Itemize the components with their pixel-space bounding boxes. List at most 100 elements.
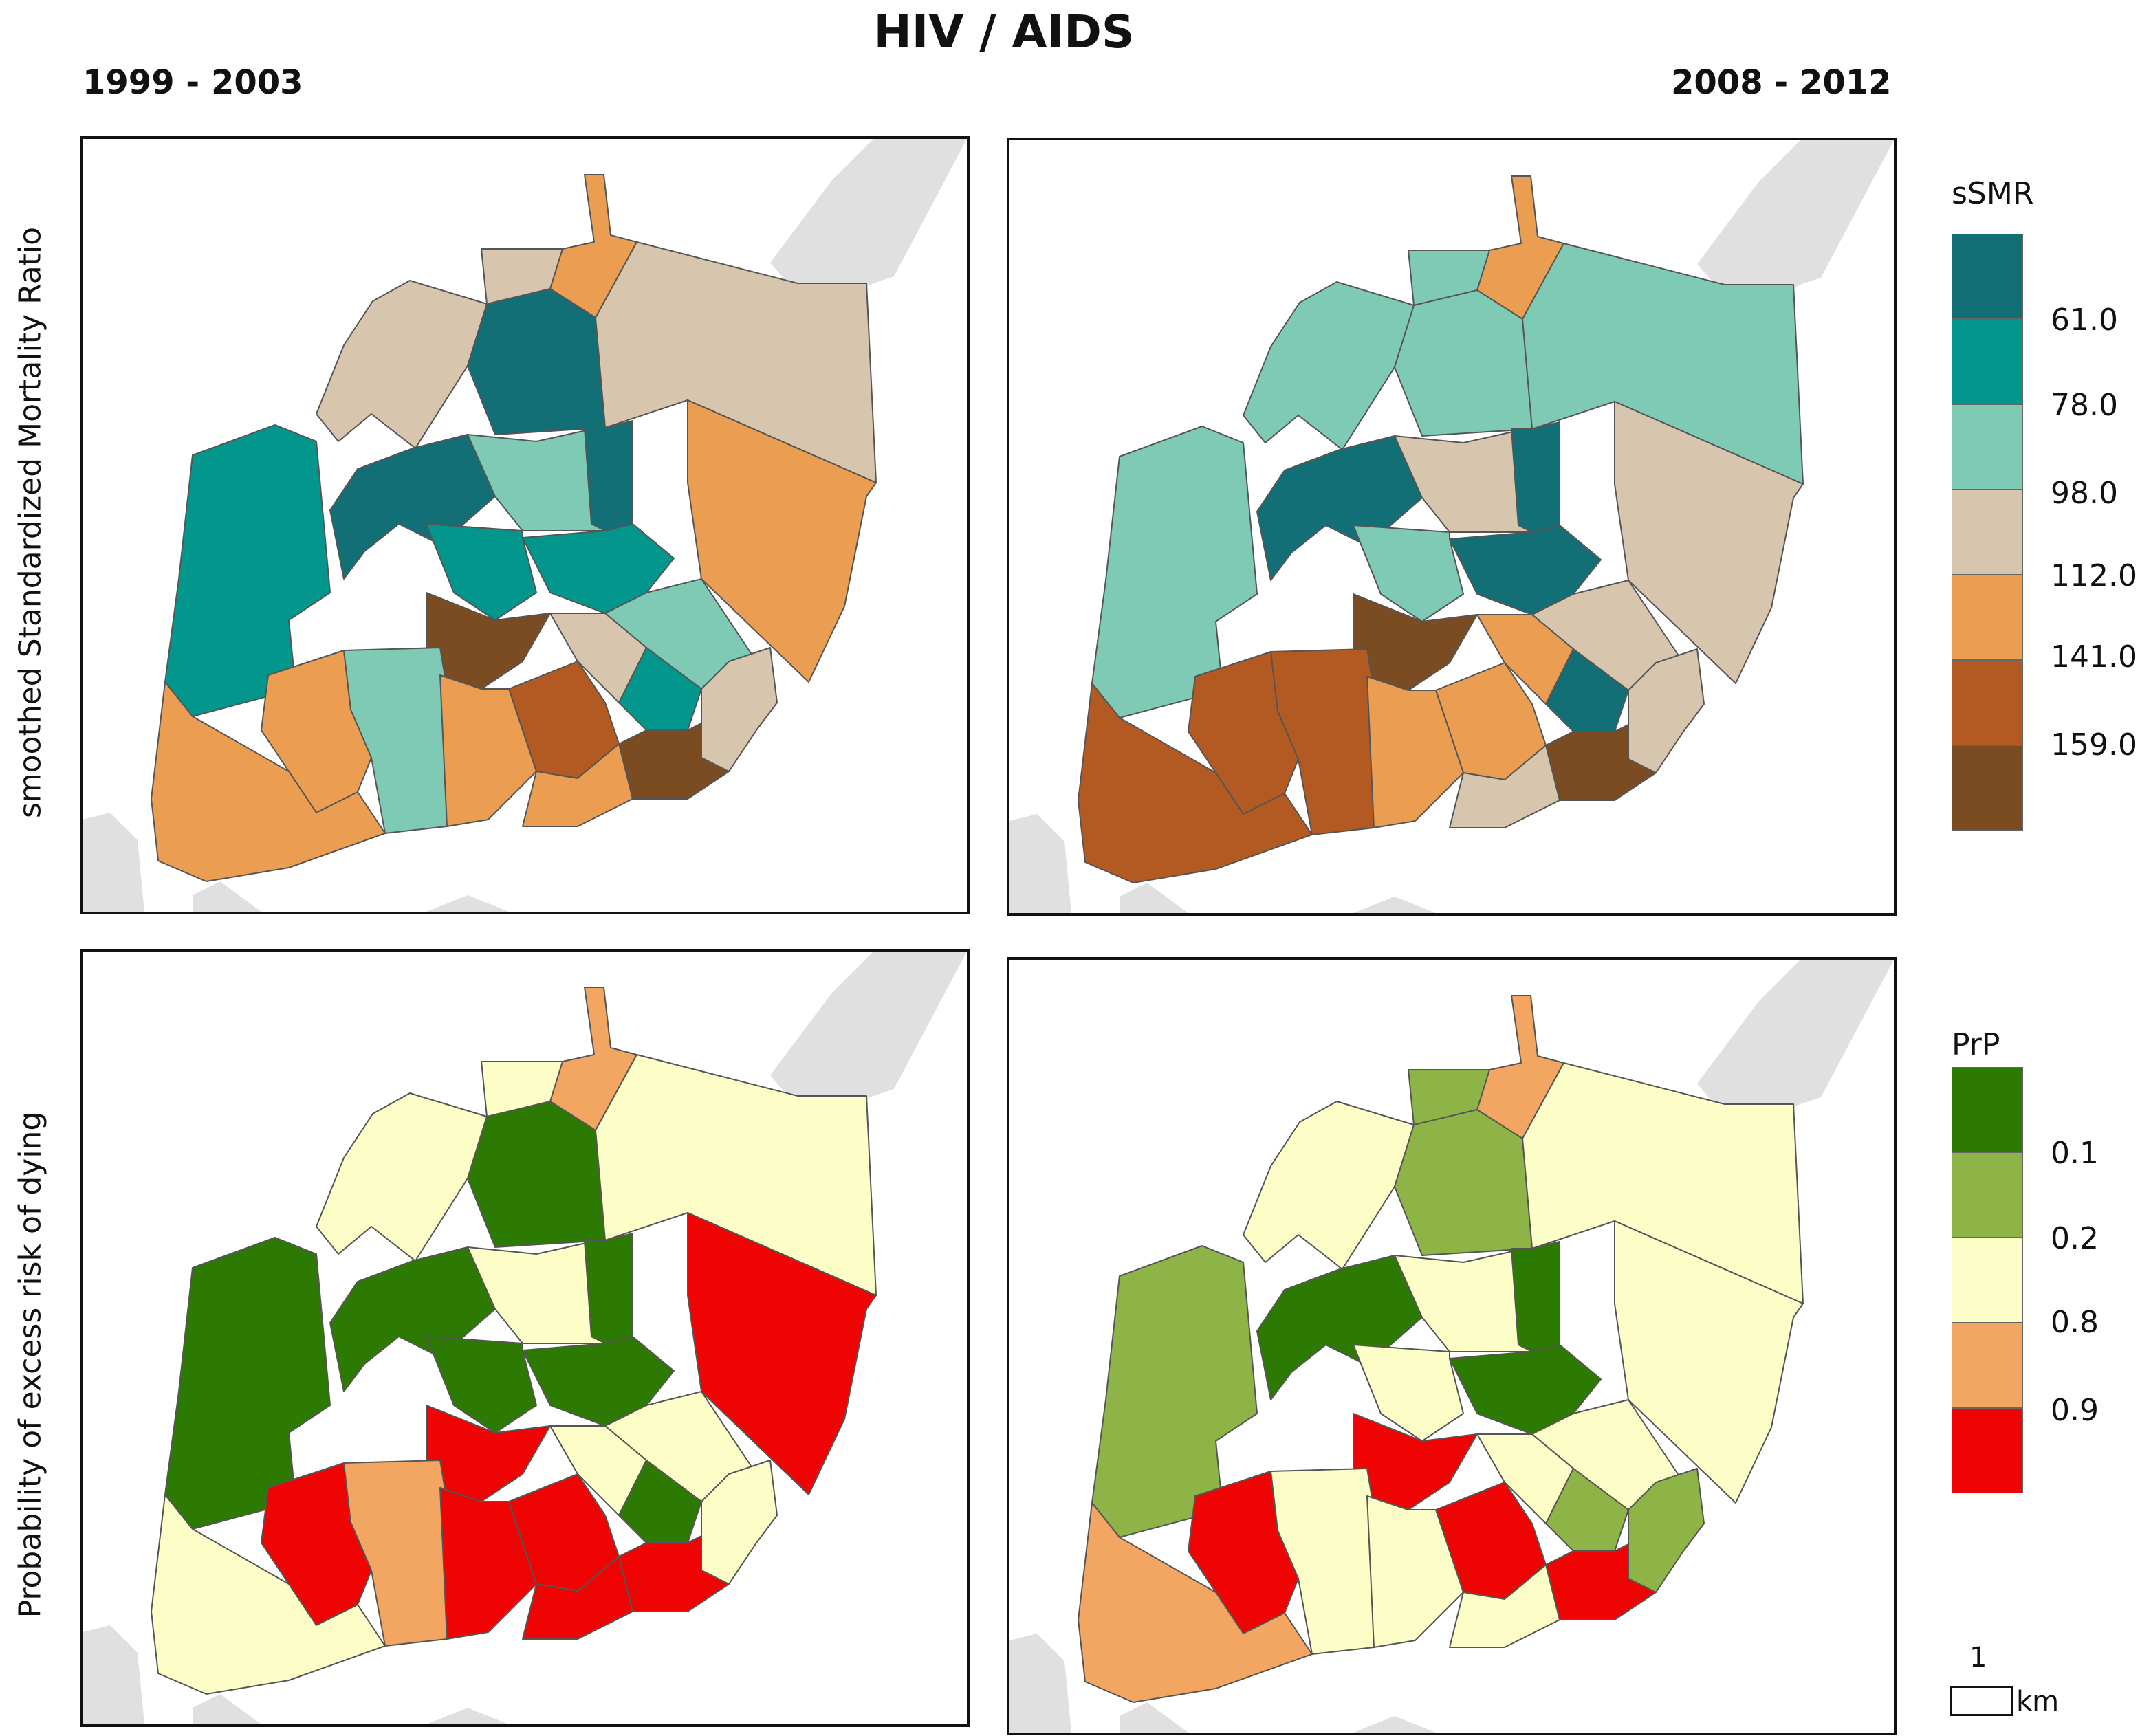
map-ssmr-2008-2012 bbox=[1009, 140, 1894, 913]
parish-region bbox=[316, 280, 488, 449]
parish-region bbox=[1243, 281, 1415, 450]
legend-prp-tick: 0.9 bbox=[2051, 1393, 2099, 1428]
parish-region bbox=[522, 1336, 675, 1427]
period-left-label: 1999 - 2003 bbox=[83, 63, 303, 102]
parish-region bbox=[1449, 525, 1602, 615]
legend-ssmr-swatch-3 bbox=[1952, 404, 2023, 490]
parish-region bbox=[1256, 435, 1423, 581]
parish-region bbox=[1353, 525, 1464, 622]
parish-region bbox=[1511, 421, 1560, 540]
parish-region bbox=[1366, 676, 1464, 828]
legend-ssmr-tick: 98.0 bbox=[2051, 476, 2118, 511]
map-ssmr-1999-2003 bbox=[83, 139, 967, 912]
parish-region bbox=[1628, 648, 1705, 773]
land-mass bbox=[770, 139, 967, 311]
parish-region bbox=[1449, 1344, 1602, 1435]
parish-region bbox=[329, 434, 496, 580]
legend-prp-swatch-3 bbox=[1952, 1238, 2023, 1323]
parish-region bbox=[1545, 648, 1629, 732]
scale-bar-unit: km bbox=[2016, 1686, 2060, 1717]
parish-region bbox=[151, 1494, 386, 1695]
parish-region bbox=[1394, 1109, 1533, 1256]
legend-prp-swatch-5 bbox=[1952, 1408, 2023, 1493]
parish-region bbox=[1366, 1495, 1464, 1648]
legend-ssmr-tick: 159.0 bbox=[2051, 727, 2137, 762]
parish-region bbox=[343, 647, 448, 834]
parish-region bbox=[595, 1054, 877, 1296]
parish-region bbox=[1545, 1468, 1629, 1552]
parish-region bbox=[1243, 1101, 1415, 1270]
parish-region bbox=[1256, 1255, 1423, 1400]
map-panel-ssmr-2008-2012 bbox=[1007, 138, 1897, 916]
parish-region bbox=[439, 674, 537, 827]
legend-prp-title: PrP bbox=[1952, 1027, 2000, 1062]
parish-region bbox=[687, 399, 877, 683]
parish-region bbox=[522, 743, 633, 827]
land-mass bbox=[193, 1694, 261, 1724]
map-prp-2008-2012 bbox=[1009, 960, 1894, 1733]
row-label-ssmr: smoothed Standardized Mortality Ratio bbox=[12, 226, 48, 819]
land-mass bbox=[83, 813, 144, 912]
legend-prp-swatch-4 bbox=[1952, 1323, 2023, 1408]
parish-region bbox=[584, 1233, 633, 1351]
legend-prp-swatch-2 bbox=[1952, 1152, 2023, 1238]
parish-region bbox=[1394, 289, 1533, 437]
land-mass bbox=[193, 881, 261, 912]
legend-ssmr-tick: 61.0 bbox=[2051, 303, 2118, 338]
land-mass bbox=[1353, 1716, 1436, 1733]
parish-region bbox=[467, 1101, 606, 1248]
map-panel-prp-1999-2003 bbox=[80, 949, 970, 1727]
legend-ssmr-tick: 141.0 bbox=[2051, 639, 2137, 674]
parish-region bbox=[1614, 401, 1804, 684]
parish-region bbox=[618, 1460, 702, 1543]
parish-region bbox=[595, 241, 877, 483]
legend-ssmr-tick: 78.0 bbox=[2051, 388, 2118, 423]
parish-region bbox=[439, 1487, 537, 1640]
land-mass bbox=[1009, 814, 1071, 913]
legend-ssmr-swatch-5 bbox=[1952, 575, 2023, 660]
parish-region bbox=[1078, 1502, 1313, 1703]
parish-region bbox=[1449, 1564, 1560, 1648]
figure-title: HIV / AIDS bbox=[873, 6, 1135, 58]
parish-region bbox=[1091, 1245, 1258, 1538]
legend-ssmr-swatch-1 bbox=[1952, 234, 2023, 319]
parish-region bbox=[584, 420, 633, 538]
legend-prp-tick: 0.2 bbox=[2051, 1221, 2099, 1256]
period-right-label: 2008 - 2012 bbox=[1671, 63, 1892, 102]
parish-region bbox=[164, 1237, 331, 1530]
legend-ssmr-swatch-7 bbox=[1952, 745, 2023, 831]
land-mass bbox=[426, 1708, 509, 1724]
parish-region bbox=[426, 1336, 537, 1433]
legend-ssmr-swatch-2 bbox=[1952, 319, 2023, 404]
parish-region bbox=[1522, 243, 1804, 485]
land-mass bbox=[1697, 960, 1894, 1132]
legend-prp-tick: 0.1 bbox=[2051, 1136, 2099, 1171]
parish-region bbox=[701, 1460, 778, 1585]
parish-region bbox=[1353, 1344, 1464, 1442]
land-mass bbox=[83, 1625, 144, 1724]
parish-region bbox=[687, 1212, 877, 1495]
legend-prp-swatch-1 bbox=[1952, 1067, 2023, 1152]
land-mass bbox=[1120, 1702, 1188, 1733]
parish-region bbox=[1522, 1062, 1804, 1304]
parish-region bbox=[618, 647, 702, 731]
map-panel-ssmr-1999-2003 bbox=[80, 136, 970, 914]
land-mass bbox=[426, 895, 509, 912]
land-mass bbox=[1120, 883, 1188, 913]
scale-bar-value: 1 bbox=[1969, 1642, 1987, 1673]
parish-region bbox=[164, 424, 331, 717]
map-prp-1999-2003 bbox=[83, 952, 967, 1724]
legend-ssmr-title: sSMR bbox=[1952, 176, 2034, 211]
parish-region bbox=[426, 523, 537, 621]
parish-region bbox=[467, 288, 606, 435]
parish-region bbox=[151, 681, 386, 882]
parish-region bbox=[1091, 426, 1258, 718]
parish-region bbox=[522, 523, 675, 614]
legend-prp-tick: 0.8 bbox=[2051, 1305, 2099, 1340]
map-panel-prp-2008-2012 bbox=[1007, 957, 1897, 1735]
parish-region bbox=[1270, 648, 1375, 835]
parish-region bbox=[701, 647, 778, 772]
land-mass bbox=[1009, 1634, 1071, 1733]
parish-region bbox=[316, 1092, 488, 1262]
land-mass bbox=[1353, 897, 1436, 913]
